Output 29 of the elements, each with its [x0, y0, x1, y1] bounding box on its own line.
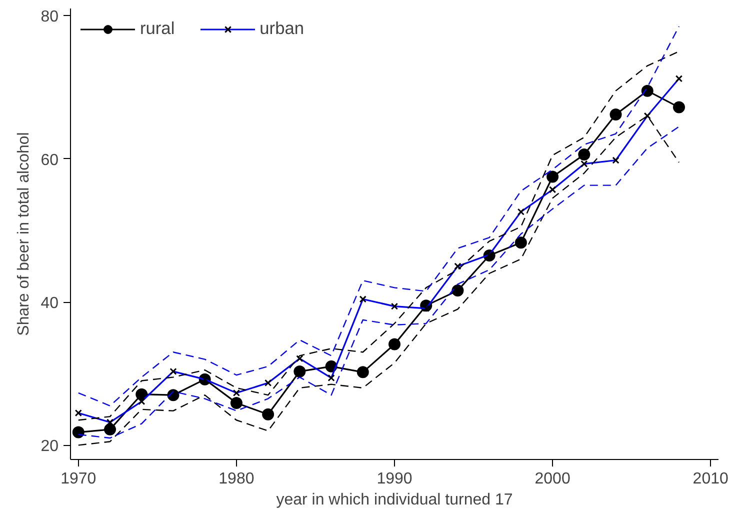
point — [644, 112, 651, 120]
point — [514, 236, 527, 249]
point — [104, 423, 116, 436]
y-axis-title: Share of beer in total alcohol — [16, 132, 33, 336]
point — [641, 84, 654, 97]
point — [610, 108, 622, 120]
point — [294, 365, 306, 378]
y-tick-label: 20 — [40, 438, 59, 456]
point — [672, 101, 685, 114]
point — [230, 396, 242, 409]
legend-label: rural — [140, 18, 175, 39]
x-tick-label: 1970 — [60, 470, 96, 488]
x-tick-label: 2010 — [692, 470, 728, 488]
legend-label: urban — [260, 18, 304, 39]
point — [72, 426, 84, 438]
x-tick-label: 1980 — [218, 470, 254, 488]
x-tick-label: 1990 — [376, 470, 412, 488]
point — [262, 408, 274, 420]
y-tick-label: 60 — [40, 152, 59, 169]
point — [578, 148, 590, 161]
point — [136, 388, 148, 400]
point — [546, 170, 559, 183]
y-tick-label: 80 — [40, 8, 59, 26]
point — [452, 284, 464, 297]
point — [356, 366, 369, 378]
x-axis-title: year in which individual turned 17 — [276, 492, 513, 508]
point — [388, 338, 400, 350]
x-tick-label: 2000 — [534, 470, 570, 488]
y-tick-label: 40 — [40, 295, 59, 312]
